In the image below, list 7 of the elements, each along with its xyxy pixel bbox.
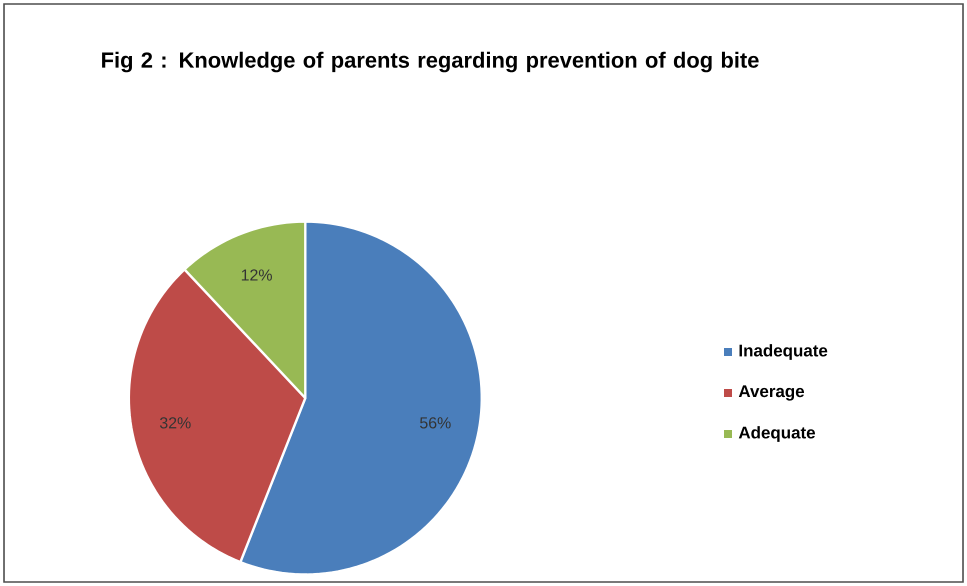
legend-label: Inadequate	[740, 344, 828, 360]
data-label: 32%	[160, 417, 191, 428]
legend-label: Adequate	[738, 426, 815, 442]
chart-title: Fig 2 : Knowledge of parents regarding prevention of dog bite	[102, 52, 759, 72]
legend-label: Average	[738, 385, 804, 401]
data-label: 56%	[420, 417, 451, 428]
data-label: 12%	[242, 269, 272, 281]
